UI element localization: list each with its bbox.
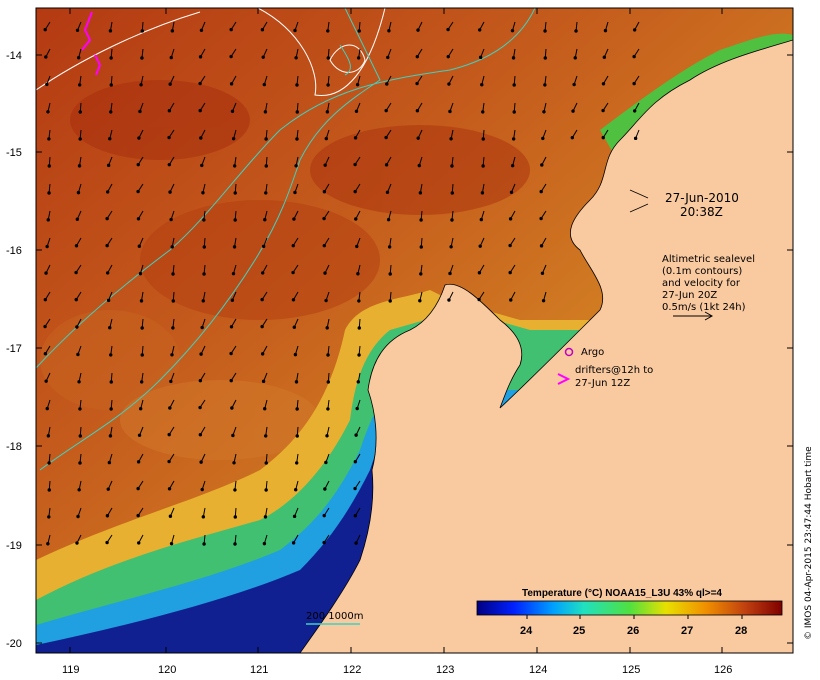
svg-text:27-Jun 20Z: 27-Jun 20Z (662, 290, 717, 301)
drifter-tracks (81, 11, 102, 76)
colorbar-tick-label: 24 (520, 625, 533, 637)
latitude-tick-label: -17 (6, 343, 22, 355)
latitude-tick-label: -18 (6, 441, 22, 453)
credit-text: © IMOS 04-Apr-2015 23:47:44 Hobart time (804, 446, 814, 640)
latitude-tick-label: -20 (6, 638, 22, 650)
longitude-tick-label: 126 (714, 664, 732, 676)
svg-text:(0.1m contours): (0.1m contours) (662, 266, 742, 277)
colorbar-title: Temperature (°C) NOAA15_L3U 43% ql>=4 (522, 588, 722, 599)
drifter-marker-icon (557, 373, 571, 385)
colorbar-tick-label: 26 (627, 625, 639, 637)
sealevel-contour-loop (329, 44, 366, 73)
bathymetry-200m-contour (36, 8, 536, 369)
warm-water-patches (40, 80, 530, 460)
colorbar-gradient (476, 600, 783, 616)
latitude-axis: -14 -15 -16 -17 -18 -19 -20 (6, 50, 793, 650)
longitude-tick-label: 121 (250, 664, 268, 676)
latitude-tick-label: -15 (6, 147, 22, 159)
plot-frame (35, 7, 794, 654)
svg-text:drifters@12h to: drifters@12h to (575, 365, 653, 376)
bathymetry-legend: 200 1000m (306, 611, 363, 625)
time-pointer (629, 189, 649, 213)
altimetry-note: Altimetric sealevel (0.1m contours) and … (662, 254, 755, 321)
svg-text:Altimetric sealevel: Altimetric sealevel (662, 254, 755, 265)
velocity-arrows (43, 21, 640, 546)
longitude-tick-label: 125 (622, 664, 640, 676)
velocity-scale-arrow (673, 311, 714, 321)
svg-text:27-Jun 12Z: 27-Jun 12Z (575, 378, 630, 389)
longitude-tick-label: 122 (343, 664, 361, 676)
coastline (299, 39, 793, 653)
longitude-tick-label: 120 (158, 664, 176, 676)
argo-marker-icon (564, 347, 574, 357)
svg-text:200 1000m: 200 1000m (306, 611, 363, 622)
longitude-tick-label: 123 (436, 664, 454, 676)
longitude-tick-label: 119 (62, 664, 80, 676)
colorbar-tick-label: 25 (573, 625, 585, 637)
colorbar: Temperature (°C) NOAA15_L3U 43% ql>=4 24… (476, 588, 783, 637)
drifter-legend: drifters@12h to 27-Jun 12Z (557, 365, 653, 389)
latitude-tick-label: -14 (6, 50, 22, 62)
image-time: 20:38Z (680, 205, 723, 219)
svg-text:and velocity for: and velocity for (662, 278, 741, 289)
latitude-tick-label: -16 (6, 245, 22, 257)
colorbar-tick-label: 28 (735, 625, 747, 637)
colorbar-tick-label: 27 (681, 625, 693, 637)
bathymetry-1000m-contour (39, 8, 381, 471)
sealevel-contour (36, 8, 386, 97)
latitude-tick-label: -19 (6, 540, 22, 552)
svg-text:0.5m/s (1kt 24h): 0.5m/s (1kt 24h) (662, 302, 746, 313)
argo-label: Argo (581, 347, 604, 358)
longitude-tick-label: 124 (529, 664, 547, 676)
longitude-axis: 119 120 121 122 123 124 125 126 (62, 8, 732, 676)
image-date: 27-Jun-2010 (665, 191, 739, 205)
land-mass (300, 8, 793, 653)
argo-legend: Argo (564, 347, 604, 358)
